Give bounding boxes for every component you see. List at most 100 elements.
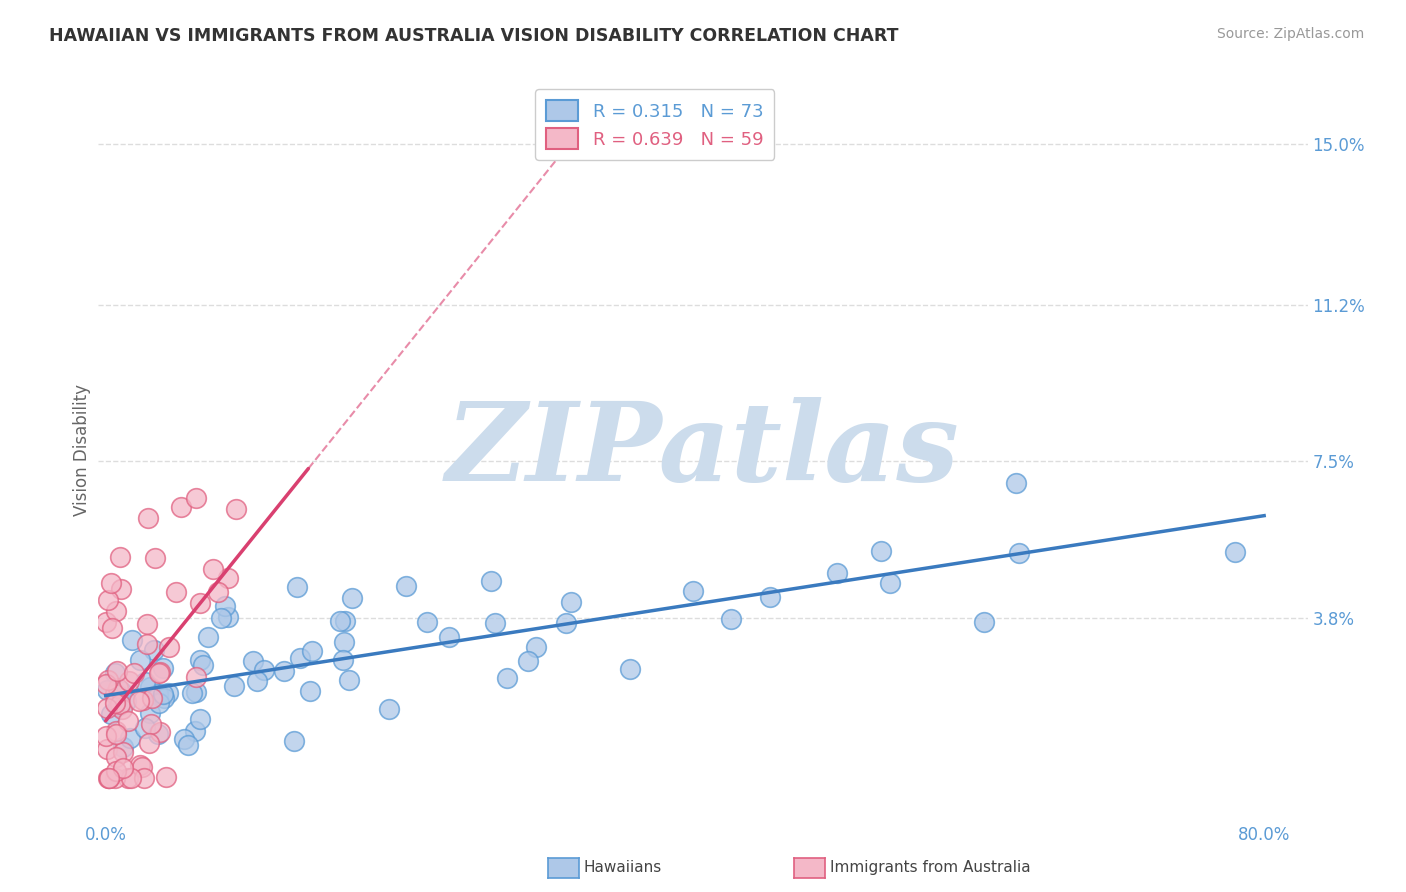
Point [1008, 546, 1031, 560]
Point [97, 593, 120, 607]
Point [110, 582, 132, 597]
Point [139, 717, 162, 731]
Point [138, 736, 160, 750]
Point [207, 585, 229, 599]
Point [155, 770, 177, 784]
Point [104, 687, 127, 701]
Point [186, 491, 208, 505]
Point [152, 687, 174, 701]
Point [118, 673, 141, 688]
Point [148, 727, 170, 741]
Point [97, 772, 120, 786]
Point [285, 580, 308, 594]
Point [104, 764, 127, 778]
Point [94, 615, 117, 629]
Point [107, 688, 129, 702]
Point [180, 686, 202, 700]
Text: Source: ZipAtlas.com: Source: ZipAtlas.com [1216, 27, 1364, 41]
Point [273, 664, 295, 678]
Point [134, 721, 156, 735]
Point [869, 544, 891, 558]
Point [104, 749, 127, 764]
Point [135, 637, 157, 651]
Point [222, 679, 245, 693]
Legend: R = 0.315   N = 73, R = 0.639   N = 59: R = 0.315 N = 73, R = 0.639 N = 59 [536, 89, 775, 160]
Point [105, 724, 128, 739]
Point [94, 729, 117, 743]
Point [115, 693, 138, 707]
Point [202, 562, 225, 576]
Point [141, 690, 163, 705]
Point [111, 702, 134, 716]
Point [143, 551, 166, 566]
Point [146, 687, 169, 701]
Point [152, 691, 174, 706]
Point [217, 571, 239, 585]
Point [107, 698, 129, 713]
Point [517, 654, 540, 668]
Point [124, 666, 146, 681]
Point [104, 696, 127, 710]
Point [148, 666, 170, 681]
Point [173, 731, 195, 746]
Point [94, 676, 117, 690]
Point [105, 604, 128, 618]
Point [96, 682, 118, 697]
Point [121, 632, 143, 647]
Point [335, 614, 357, 628]
Point [143, 642, 166, 657]
Point [148, 696, 170, 710]
Point [973, 615, 995, 630]
Point [156, 685, 179, 699]
Point [484, 616, 506, 631]
Point [132, 692, 155, 706]
Point [720, 612, 742, 626]
Point [197, 630, 219, 644]
Point [128, 694, 150, 708]
Point [103, 772, 125, 786]
Point [108, 550, 131, 565]
Point [128, 757, 150, 772]
Point [111, 745, 134, 759]
Point [100, 622, 122, 636]
Point [495, 672, 517, 686]
Point [283, 734, 305, 748]
Point [395, 579, 418, 593]
Text: Immigrants from Australia: Immigrants from Australia [830, 861, 1031, 875]
Point [214, 599, 236, 613]
Point [329, 614, 352, 628]
Point [107, 681, 129, 696]
Point [184, 685, 207, 699]
Point [1005, 475, 1028, 490]
Y-axis label: Vision Disability: Vision Disability [73, 384, 91, 516]
Point [149, 725, 172, 739]
Point [108, 698, 131, 712]
Point [188, 653, 211, 667]
Point [619, 662, 641, 676]
Point [759, 591, 782, 605]
Point [104, 666, 127, 681]
Point [217, 610, 239, 624]
Point [242, 654, 264, 668]
Point [139, 680, 162, 694]
Point [188, 712, 211, 726]
Point [152, 660, 174, 674]
Point [128, 653, 150, 667]
Point [107, 664, 129, 678]
Point [117, 772, 139, 786]
Point [479, 574, 502, 588]
Point [560, 595, 582, 609]
Point [339, 673, 361, 687]
Point [120, 772, 142, 786]
Point [97, 673, 120, 687]
Text: HAWAIIAN VS IMMIGRANTS FROM AUSTRALIA VISION DISABILITY CORRELATION CHART: HAWAIIAN VS IMMIGRANTS FROM AUSTRALIA VI… [49, 27, 898, 45]
Point [96, 700, 118, 714]
Point [96, 742, 118, 756]
Point [682, 583, 704, 598]
Point [1225, 545, 1247, 559]
Point [524, 640, 547, 654]
Point [191, 658, 214, 673]
Point [111, 761, 134, 775]
Point [225, 501, 247, 516]
Point [157, 640, 180, 654]
